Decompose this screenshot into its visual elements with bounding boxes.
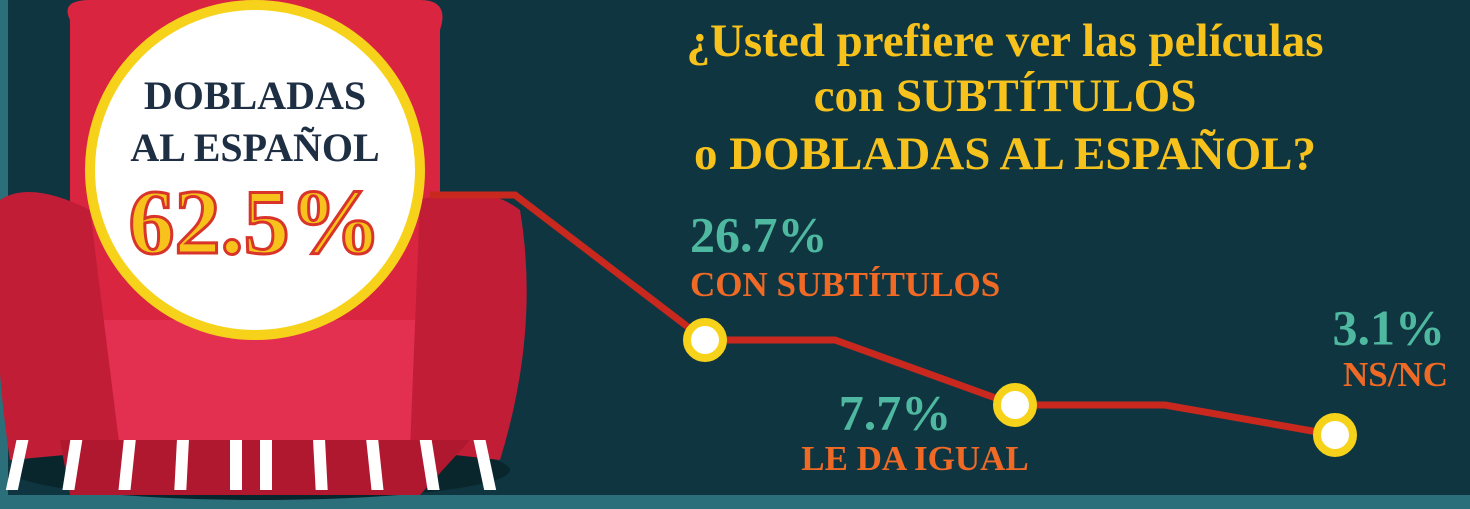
title: o DOBLADAS AL ESPAÑOL? (694, 128, 1316, 180)
item-value: 26.7% (690, 206, 828, 262)
left-arm (0, 192, 120, 460)
marker (1313, 413, 1357, 457)
title: con SUBTÍTULOS (814, 70, 1197, 122)
fringe (5, 440, 497, 490)
marker (993, 383, 1037, 427)
highlight-value: 62.5% (129, 171, 382, 273)
title: ¿Usted prefiere ver las películas (686, 15, 1323, 67)
markers (683, 318, 1357, 457)
item-value: 3.1% (1333, 299, 1446, 355)
highlight-label: AL ESPAÑOL (130, 125, 379, 170)
item-label: NS/NC (1343, 355, 1448, 394)
right-arm (410, 192, 527, 460)
highlight-label: DOBLADAS (144, 73, 366, 118)
seat (60, 320, 470, 440)
item-label: CON SUBTÍTULOS (690, 265, 1000, 304)
armchair (0, 0, 527, 500)
bottom-strip (0, 495, 1470, 509)
item-value: 7.7% (839, 384, 952, 440)
marker (683, 318, 727, 362)
item-label: LE DA IGUAL (801, 439, 1029, 478)
highlight-circle (85, 0, 425, 340)
connector-line (430, 191, 1336, 439)
